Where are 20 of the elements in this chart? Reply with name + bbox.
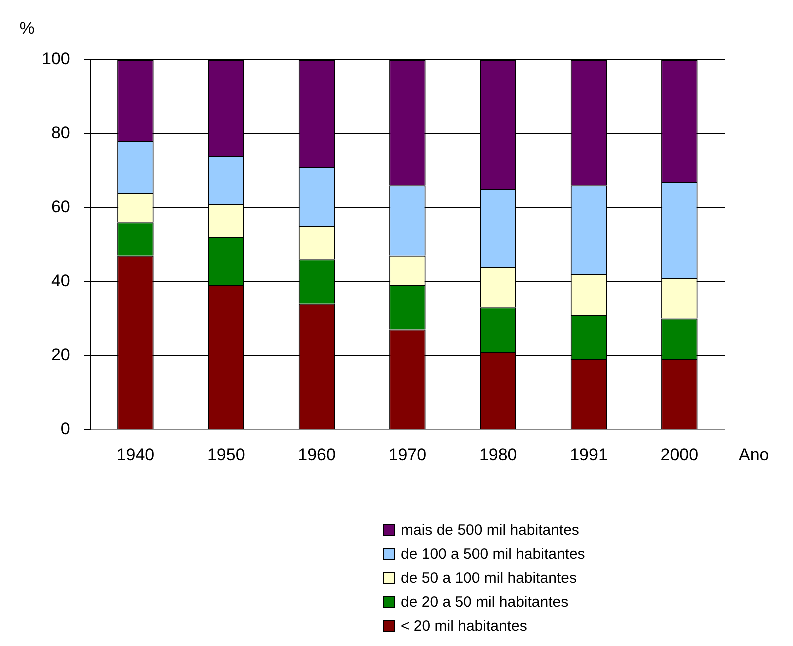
x-tick-label: 1960 <box>298 445 336 464</box>
y-axis-title: % <box>20 19 35 38</box>
y-tick-label: 0 <box>60 419 70 438</box>
legend-label: mais de 500 mil habitantes <box>401 522 580 538</box>
x-tick-label: 1991 <box>570 445 608 464</box>
y-tick-label: 100 <box>42 50 70 69</box>
legend-label: de 100 a 500 mil habitantes <box>401 546 586 562</box>
x-tick-label: 1940 <box>116 445 155 464</box>
y-tick-label: 60 <box>51 198 70 217</box>
y-tick-label: 40 <box>51 271 70 290</box>
legend-label: de 20 a 50 mil habitantes <box>401 594 569 610</box>
x-tick-label: 1950 <box>207 445 246 464</box>
legend-label: < 20 mil habitantes <box>401 618 528 634</box>
legend-label: de 50 a 100 mil habitantes <box>401 570 577 586</box>
x-axis-title: Ano <box>739 445 770 464</box>
x-tick-label: 1980 <box>479 445 518 464</box>
y-tick-label: 20 <box>51 345 70 364</box>
x-tick-label: 2000 <box>660 445 699 464</box>
x-tick-label: 1970 <box>388 445 427 464</box>
y-tick-label: 80 <box>51 124 70 143</box>
